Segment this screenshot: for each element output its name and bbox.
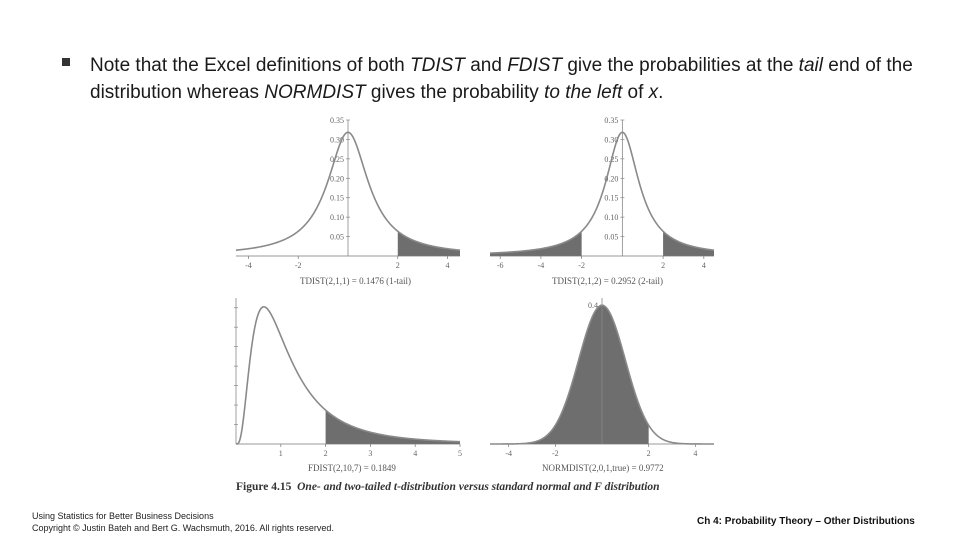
- x-tick-label: -4: [538, 261, 545, 270]
- chart-normdist: 0.4 -4 -2 2 4: [486, 294, 718, 462]
- term-fdist: FDIST: [507, 55, 563, 76]
- term-tdist: TDIST: [410, 55, 465, 76]
- y-tick-label: 0.4: [588, 301, 598, 310]
- bullet-text-part: .: [658, 82, 664, 103]
- bullet-text-part: of: [622, 82, 649, 103]
- chart-tdist-two-tail-svg: 0.350.300.250.200.150.100.05-6 -4 -2 2 4: [489, 116, 715, 270]
- x-tick-label: 2: [647, 449, 651, 458]
- y-tick-label: 0.25: [330, 155, 344, 164]
- term-tail: tail: [798, 55, 823, 76]
- x-tick-label: 2: [396, 261, 400, 270]
- shaded-region-0: [490, 305, 649, 444]
- y-tick-label: 0.30: [330, 135, 344, 144]
- x-tick-label: 4: [702, 261, 706, 270]
- x-tick-label: -6: [497, 261, 504, 270]
- y-tick-label: 0.05: [604, 233, 618, 242]
- x-tick-label: 2: [661, 261, 665, 270]
- shaded-region-1: [663, 231, 714, 256]
- chart-caption-tdist-two-tail: TDIST(2,1,2) = 0.2952 (2-tail): [552, 276, 664, 286]
- density-curve: [489, 131, 715, 254]
- x-tick-label: 3: [368, 449, 372, 458]
- shaded-region-0: [325, 410, 460, 444]
- x-tick-label: 4: [446, 261, 450, 270]
- y-tick-label: 0.15: [604, 194, 618, 203]
- chart-fdist-svg: 0.70.60.50.40.30.20.112345: [234, 298, 462, 458]
- figure-caption: Figure 4.15 One- and two-tailed t-distri…: [236, 481, 660, 493]
- term-x: x: [648, 82, 659, 103]
- bullet-text-part: end of the distribution whereas: [90, 55, 913, 103]
- figure-caption-text: One- and two-tailed t-distribution versu…: [297, 481, 660, 493]
- y-tick-label: 0.20: [604, 174, 618, 183]
- bullet-text-part: and: [464, 55, 508, 76]
- y-tick-label: 0.20: [330, 174, 344, 183]
- x-tick-label: 4: [413, 449, 417, 458]
- y-tick-label: 0.30: [604, 135, 618, 144]
- y-tick-label: 0.10: [330, 213, 344, 222]
- density-curve: [235, 306, 461, 445]
- y-tick-label: 0.35: [604, 116, 618, 125]
- footer-chapter: Ch 4: Probability Theory – Other Distrib…: [697, 516, 915, 527]
- chart-fdist: 0.70.60.50.40.30.20.112345: [232, 294, 464, 462]
- bullet-text: Note that the Excel definitions of both …: [90, 52, 920, 106]
- term-normdist: NORMDIST: [264, 82, 366, 103]
- bullet-text-part: give the probabilities at the: [562, 55, 799, 76]
- x-tick-label: 4: [693, 449, 697, 458]
- x-tick-label: 5: [458, 449, 462, 458]
- figure-label: Figure 4.15: [236, 481, 292, 493]
- x-tick-label: -2: [578, 261, 585, 270]
- bullet-text-part: Note that the Excel definitions of both: [90, 55, 411, 76]
- y-tick-label: 0.05: [330, 233, 344, 242]
- chart-normdist-svg: 0.4 -4 -2 2 4: [490, 298, 714, 458]
- x-tick-label: 1: [279, 449, 283, 458]
- chart-tdist-one-tail: 0.35 0.30 0.25 0.20 0.15 0.10 0.05 -4 -2 2 4: [232, 116, 464, 274]
- x-tick-label: -4: [505, 449, 512, 458]
- chart-caption-normdist: NORMDIST(2,0,1,true) = 0.9772: [542, 463, 664, 473]
- density-curve: [235, 131, 461, 251]
- x-tick-label: -4: [245, 261, 252, 270]
- bullet-square-icon: [62, 58, 70, 66]
- y-tick-label: 0.15: [330, 194, 344, 203]
- shaded-region-0: [490, 231, 582, 256]
- bullet-text-part: gives the probability: [365, 82, 545, 103]
- y-tick-label: 0.35: [330, 116, 344, 125]
- chart-caption-fdist: FDIST(2,10,7) = 0.1849: [308, 463, 396, 473]
- term-to-the-left: to the left: [544, 82, 623, 103]
- chart-tdist-one-tail-svg: 0.35 0.30 0.25 0.20 0.15 0.10 0.05 -4 -2 2 4: [235, 116, 461, 270]
- x-tick-label: 2: [324, 449, 328, 458]
- y-tick-label: 0.10: [604, 213, 618, 222]
- chart-tdist-two-tail: 0.35 0.30 0.25 0.20 0.15 0.10 0.05 -6 -4 -2 2 4: [486, 116, 718, 274]
- x-tick-label: -2: [552, 449, 559, 458]
- x-tick-label: -2: [295, 261, 302, 270]
- chart-caption-tdist-one-tail: TDIST(2,1,1) = 0.1476 (1-tail): [300, 276, 412, 286]
- density-curve: [490, 304, 714, 445]
- footer-copyright: Copyright © Justin Bateh and Bert G. Wac…: [32, 523, 334, 533]
- footer-book-title: Using Statistics for Better Business Dec…: [32, 511, 214, 521]
- footer-left: Using Statistics for Better Business Dec…: [32, 510, 334, 534]
- shaded-region-0: [397, 231, 460, 256]
